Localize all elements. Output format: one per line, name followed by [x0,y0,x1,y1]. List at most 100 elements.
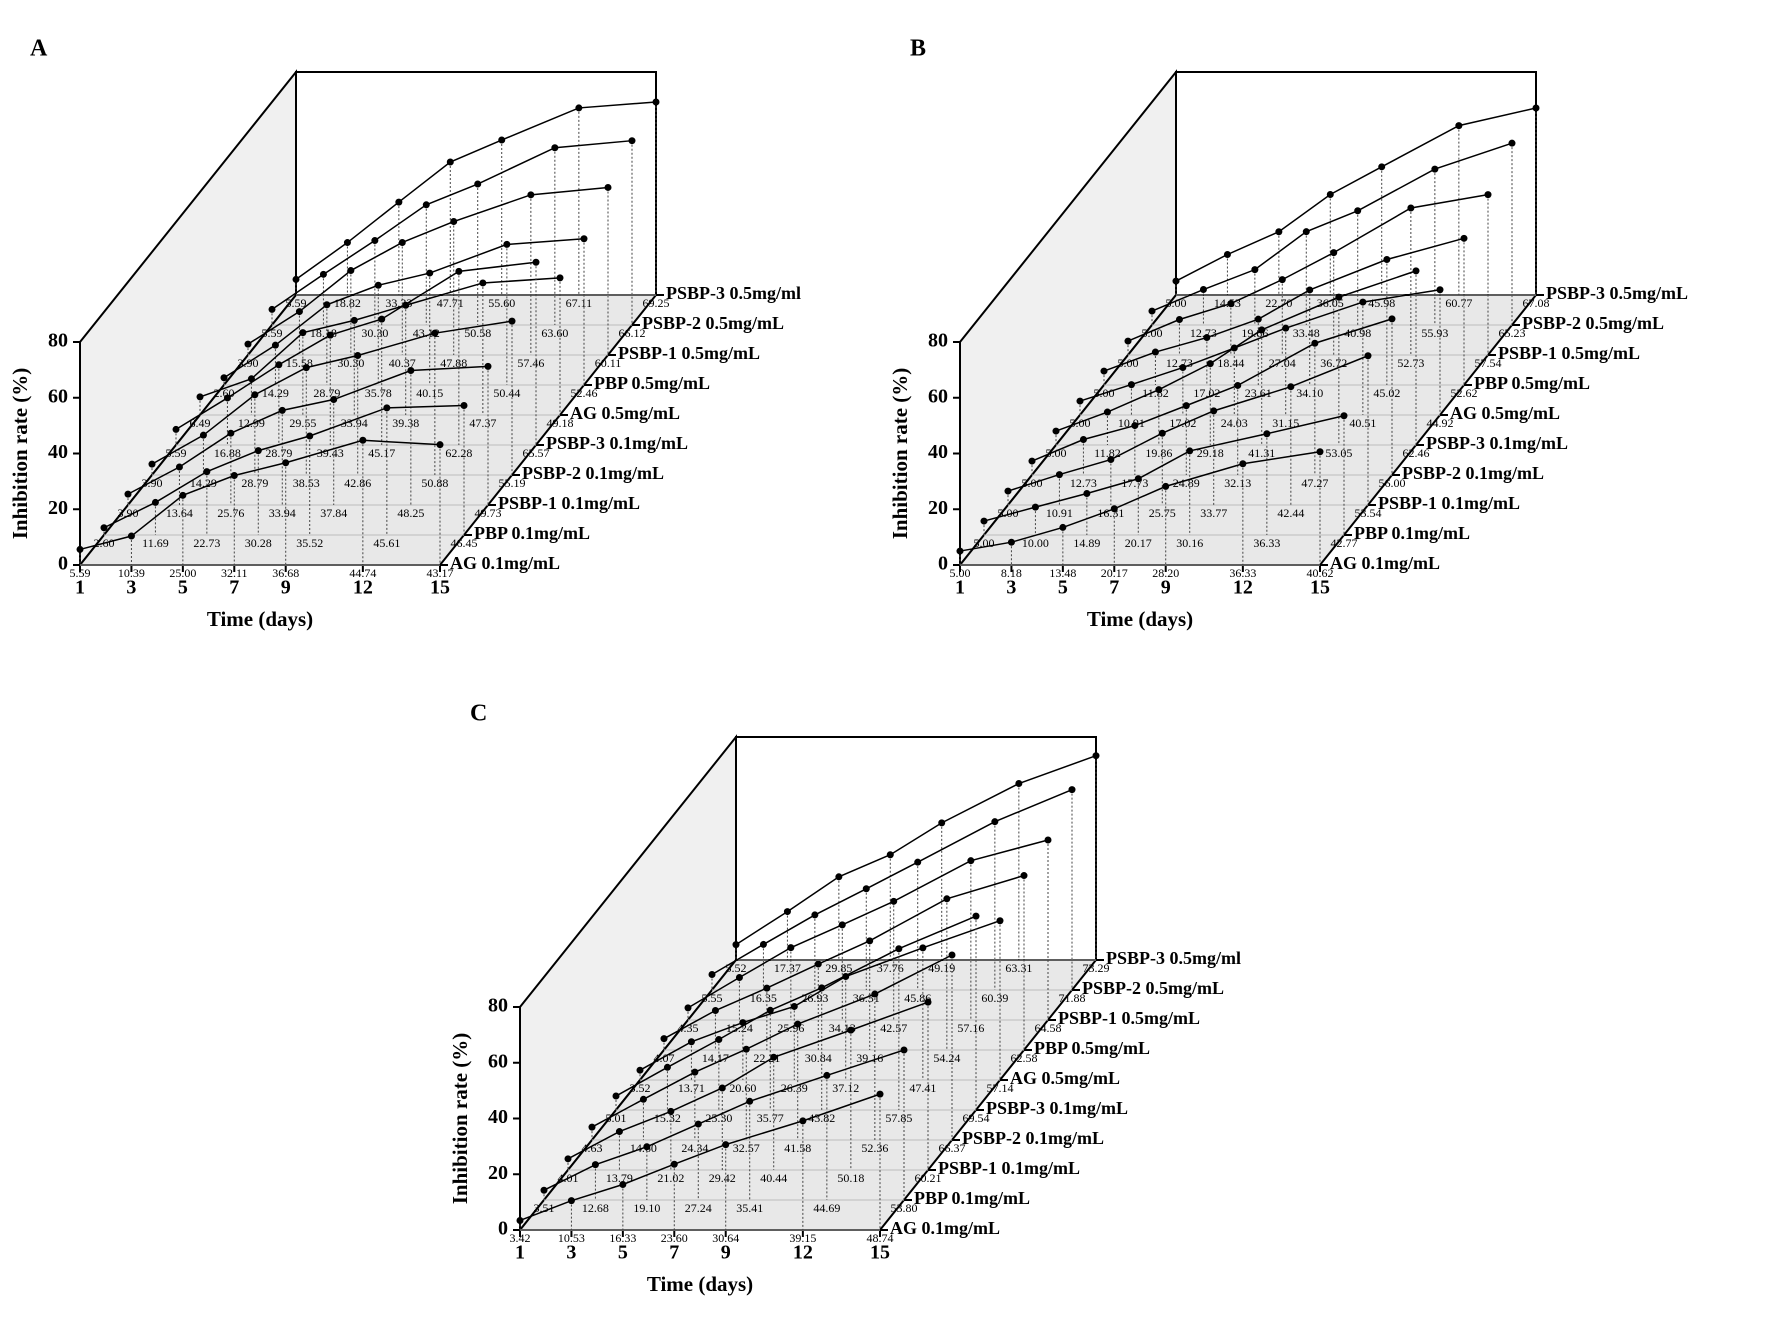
x-tick-label: 7 [669,1242,679,1264]
data-point [636,1066,644,1074]
data-point [292,275,300,283]
data-point [395,198,403,206]
data-point [1340,412,1348,420]
data-point [835,873,843,881]
data-point [663,1063,671,1071]
data-point [1131,422,1139,430]
data-point [302,364,310,372]
series-name: PSBP-1 0.5mg/mL [1498,343,1640,363]
data-label: 62.28 [445,446,472,460]
data-label: 62.58 [1011,1051,1038,1065]
data-point [532,258,540,266]
data-point [431,329,439,337]
data-label: 28.79 [241,476,268,490]
data-point [787,944,795,952]
data-label: 35.77 [757,1111,784,1125]
data-point [619,1180,627,1188]
data-point [684,1004,692,1012]
data-point [1148,307,1156,315]
data-point [746,1097,754,1105]
data-point [220,374,228,382]
data-point [1028,457,1036,465]
series-name: PSBP-1 0.5mg/mL [618,343,760,363]
x-tick-label: 12 [353,577,373,599]
data-label: 39.15 [789,1231,816,1245]
data-label: 49.73 [475,506,502,520]
data-point [763,984,771,992]
data-label: 44.92 [1427,416,1454,430]
series-name: PBP 0.5mg/mL [594,373,710,393]
x-tick-label: 5 [618,1242,628,1264]
series-name: PSBP-3 0.5mg/mL [1546,283,1688,303]
data-point [876,1090,884,1098]
data-label: 44.74 [349,566,376,580]
data-point [319,270,327,278]
data-label: 47.88 [440,356,467,370]
data-point [567,1197,575,1205]
data-label: 50.58 [464,326,491,340]
data-point [1107,456,1115,464]
data-label: 38.53 [293,476,320,490]
data-label: 69.54 [963,1111,990,1125]
data-point [643,1143,651,1151]
data-point [450,218,458,226]
data-point [127,532,135,540]
data-label: 37.76 [877,961,904,975]
data-label: 36.72 [1320,356,1347,370]
data-label: 41.31 [1248,446,1275,460]
data-label: 5.00 [950,566,971,580]
data-label: 5.52 [726,961,747,975]
data-point [378,315,386,323]
data-point [436,441,444,449]
data-point [811,911,819,919]
data-label: 43.82 [808,1111,835,1125]
data-point [615,1128,623,1136]
data-point [814,960,822,968]
x-axis-label: Time (days) [1087,607,1193,631]
data-label: 3.51 [534,1201,555,1215]
data-label: 57.46 [517,356,544,370]
data-label: 29.42 [709,1171,736,1185]
data-point [299,329,307,337]
data-point [1186,447,1194,455]
data-label: 67.08 [1523,296,1550,310]
series-name: PBP 0.1mg/mL [1354,523,1470,543]
data-point [426,269,434,277]
y-tick-label: 60 [488,1050,508,1072]
back-wall [1175,71,1537,296]
data-point [1234,381,1242,389]
series-name: PBP 0.1mg/mL [914,1188,1030,1208]
data-point [1282,324,1290,332]
data-point [1311,339,1319,347]
data-label: 40.51 [1349,416,1376,430]
x-tick-label: 9 [281,577,291,599]
data-point [1210,407,1218,415]
data-label: 64.58 [1035,1021,1062,1035]
data-point [244,340,252,348]
data-label: 5.01 [606,1111,627,1125]
data-point [667,1107,675,1115]
data-label: 11.69 [142,536,169,550]
data-point [354,352,362,360]
data-label: 10.53 [558,1231,585,1245]
data-point [1151,348,1159,356]
data-label: 28.79 [265,446,292,460]
data-point [179,491,187,499]
data-label: 42.86 [344,476,371,490]
series-name: AG 0.1mg/mL [890,1218,1000,1238]
panel-label: C [470,701,487,727]
x-tick-label: 5 [178,577,188,599]
data-point [708,971,716,979]
data-point [556,274,564,282]
data-label: 16.88 [214,446,241,460]
data-point [1134,475,1142,483]
data-point [100,524,108,532]
data-point [275,361,283,369]
data-point [1388,315,1396,323]
data-point [900,1046,908,1054]
data-label: 5.59 [70,566,91,580]
data-label: 14.17 [702,1051,729,1065]
data-point [1083,489,1091,497]
data-label: 32.13 [1224,476,1251,490]
data-point [326,331,334,339]
